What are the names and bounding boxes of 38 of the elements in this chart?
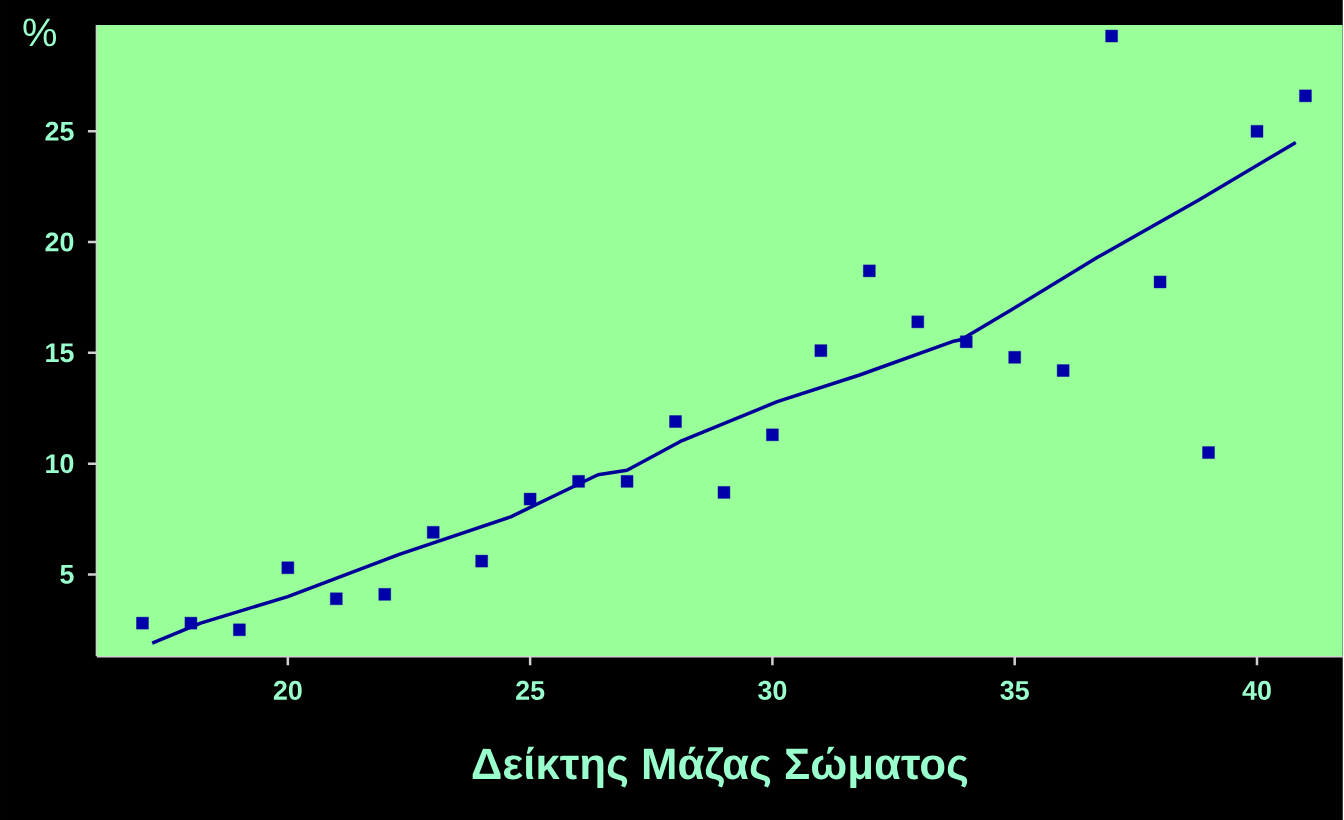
point	[1008, 350, 1021, 364]
point	[1202, 446, 1215, 459]
point	[911, 315, 924, 328]
x-tick-label: 20	[273, 680, 302, 700]
point	[717, 486, 731, 499]
y-axis-title: %	[23, 18, 56, 47]
point	[378, 588, 391, 601]
point	[620, 475, 634, 488]
point	[863, 264, 876, 277]
point	[136, 616, 149, 630]
y-tick-label: 20	[45, 232, 74, 252]
point	[330, 592, 343, 605]
line-series	[150, 140, 1298, 645]
x-tick-label: 35	[1000, 680, 1029, 700]
point	[475, 554, 488, 568]
x-axis-title: Δείκτης Μάζας Σώματος	[472, 746, 968, 788]
point	[1056, 364, 1070, 377]
point	[766, 428, 779, 441]
x-tick-label: 25	[516, 680, 545, 700]
point	[523, 492, 537, 506]
y-tick-label: 25	[45, 121, 74, 141]
x-tick-label: 30	[758, 680, 787, 700]
point	[960, 335, 973, 348]
point	[281, 561, 295, 574]
y-tick-label: 10	[46, 454, 74, 474]
point	[1299, 89, 1312, 102]
point	[427, 526, 440, 539]
point	[572, 475, 585, 488]
point	[669, 415, 682, 428]
point	[233, 623, 246, 636]
y-tick-label: 15	[46, 343, 74, 363]
point	[1153, 275, 1167, 289]
y-tick-label: 5	[60, 564, 74, 584]
x-tick-label: 40	[1242, 680, 1271, 700]
point	[814, 344, 828, 357]
point	[184, 616, 198, 630]
point	[1250, 125, 1264, 138]
point	[1105, 29, 1118, 43]
